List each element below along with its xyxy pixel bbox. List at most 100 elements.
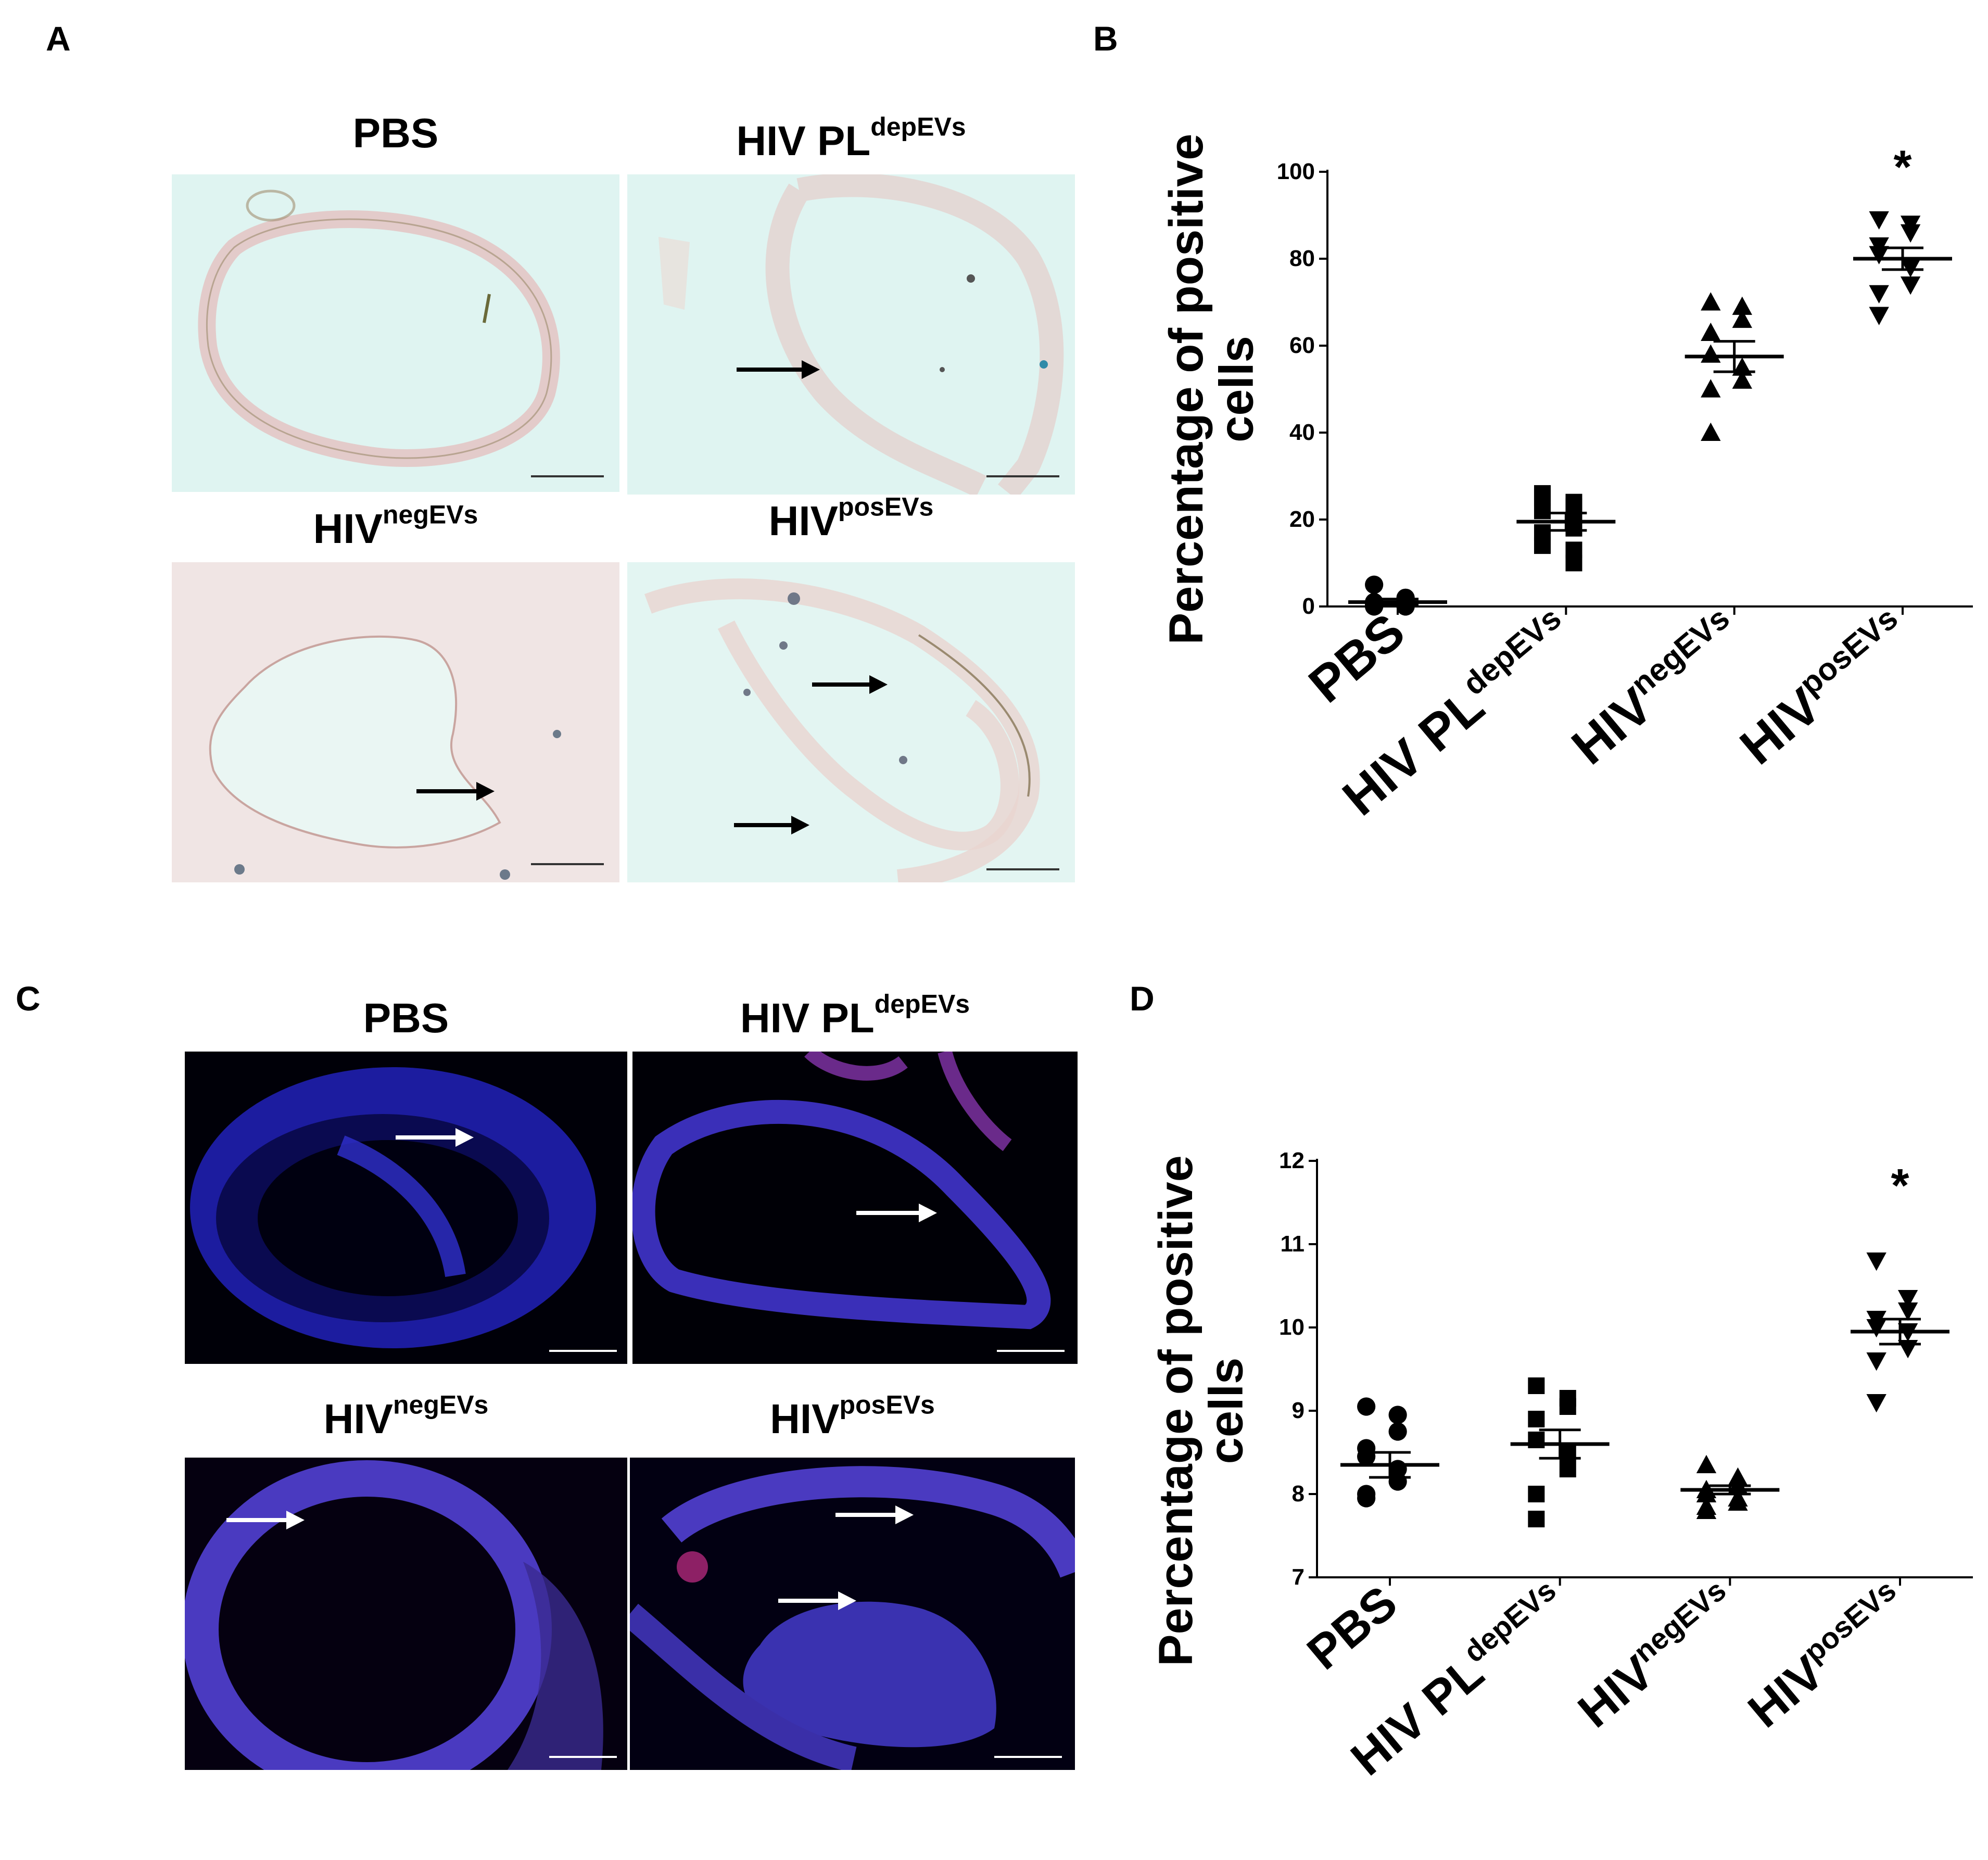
- y-tick-label: 60: [1289, 333, 1315, 358]
- x-tick-label-main: HIV PL: [1341, 1646, 1494, 1786]
- data-point: [1869, 246, 1889, 264]
- y-tick-label: 40: [1289, 420, 1315, 445]
- data-point: [1559, 1398, 1576, 1415]
- data-point: [1528, 1486, 1545, 1502]
- y-axis-label-line1: Percentage of positive: [1160, 134, 1213, 645]
- x-tick-label: HIVposEVs: [1728, 600, 1920, 776]
- data-point: [1357, 1447, 1376, 1466]
- panel-c-micrograph-pbs: [185, 1052, 627, 1364]
- panel-c-micrograph-hiv-negevs: [185, 1458, 627, 1770]
- x-tick-label-sup: negEVs: [1628, 1574, 1732, 1669]
- data-point: [1528, 1511, 1545, 1527]
- data-point: [1701, 422, 1721, 441]
- data-point: [1365, 575, 1384, 594]
- data-point: [1866, 1352, 1886, 1371]
- data-point: [1696, 1484, 1717, 1502]
- x-tick-label: HIVposEVs: [1737, 1574, 1917, 1738]
- y-axis-label: Percentage of positivecells: [1160, 134, 1263, 645]
- data-point: [1869, 285, 1889, 303]
- data-point: [1565, 554, 1582, 572]
- data-point: [1559, 1461, 1576, 1477]
- data-point: [1701, 322, 1721, 341]
- y-axis-label-line1: Percentage of positive: [1149, 1155, 1202, 1666]
- data-point: [1534, 502, 1551, 520]
- significance-annotation: *: [1891, 1160, 1909, 1212]
- data-point: [1701, 379, 1721, 398]
- panel-c-title-3: HIVnegEVs: [323, 1390, 489, 1443]
- y-tick-label: 0: [1302, 593, 1315, 619]
- panel-c-title-4: HIVposEVs: [770, 1390, 935, 1443]
- y-tick-label: 10: [1279, 1314, 1305, 1340]
- panel-a-micrograph-hiv-negevs: [172, 562, 619, 882]
- x-tick-label-main: PBS: [1297, 1576, 1407, 1680]
- y-axis-label-line2: cells: [1210, 336, 1263, 442]
- x-tick-label-sup: depEVs: [1456, 600, 1567, 702]
- y-axis-label-line2: cells: [1200, 1358, 1253, 1464]
- panel-letter-b: B: [1093, 19, 1118, 58]
- data-point: [1357, 1397, 1376, 1416]
- y-tick-label: 20: [1289, 507, 1315, 532]
- data-point: [1732, 296, 1752, 315]
- data-point: [1900, 259, 1921, 277]
- data-point: [1696, 1500, 1717, 1519]
- data-point: [1701, 292, 1721, 311]
- x-tick-label-main: PBS: [1298, 602, 1415, 714]
- data-point: [1728, 1492, 1748, 1511]
- panel-c-title-1: PBS: [363, 995, 449, 1041]
- x-tick-label-sup: depEVs: [1458, 1574, 1562, 1669]
- y-tick-label: 7: [1292, 1564, 1305, 1590]
- data-point: [1900, 224, 1921, 243]
- data-point: [1866, 1394, 1886, 1413]
- panel-c-micrograph-hiv-pl-depevs: [632, 1052, 1078, 1364]
- y-axis-label: Percentage of positivecells: [1149, 1155, 1253, 1666]
- x-tick-label-sup: negEVs: [1624, 600, 1736, 702]
- data-point: [1900, 276, 1921, 295]
- panel-a-title-2: HIV PLdepEVs: [736, 112, 966, 165]
- panel-letter-a: A: [46, 19, 71, 58]
- data-point: [1897, 1290, 1918, 1309]
- panel-c-title-2: HIV PLdepEVs: [740, 989, 970, 1042]
- data-point: [1388, 1406, 1407, 1424]
- x-tick-label: HIVnegEVs: [1566, 1574, 1747, 1738]
- y-tick-label: 8: [1292, 1481, 1305, 1507]
- y-tick-label: 100: [1277, 159, 1315, 184]
- data-point: [1388, 1472, 1407, 1491]
- y-tick-label: 80: [1289, 246, 1315, 271]
- y-tick-label: 9: [1292, 1398, 1305, 1423]
- chart-d: Percentage of positivecells 7 8 9 10 11 12 PBS H…: [1119, 1093, 1978, 1853]
- data-point: [1357, 1489, 1376, 1508]
- y-tick-label: 12: [1279, 1148, 1305, 1173]
- x-tick-label: HIVnegEVs: [1559, 600, 1752, 776]
- panel-letter-d: D: [1130, 979, 1155, 1018]
- panel-c-micrograph-hiv-posevs: [630, 1458, 1075, 1770]
- data-point: [1388, 1422, 1407, 1441]
- chart-b-plot: Percentage of positivecells 0 20 40 60 80 100 P…: [1160, 134, 1973, 826]
- data-point: [1866, 1252, 1886, 1271]
- significance-annotation: *: [1893, 142, 1911, 194]
- panel-a-micrograph-hiv-posevs: [627, 562, 1075, 882]
- x-tick-label: PBS: [1298, 602, 1415, 714]
- panel-a-title-3: HIVnegEVs: [313, 500, 478, 552]
- panel-a-title-4: HIVposEVs: [768, 492, 934, 545]
- y-tick-label: 11: [1280, 1231, 1305, 1257]
- x-tick-label-main: HIV PL: [1332, 677, 1495, 826]
- data-point: [1866, 1319, 1886, 1338]
- data-point: [1701, 344, 1721, 363]
- chart-b: Percentage of positivecells 0 20 40 60 80 100 P…: [1119, 31, 1978, 916]
- x-tick-label: PBS: [1297, 1576, 1407, 1680]
- panel-a-micrograph-pbs: [172, 174, 619, 492]
- panel-a-title-1: PBS: [352, 110, 439, 156]
- data-point: [1534, 537, 1551, 554]
- panel-a-micrograph-hiv-pl-depevs: [627, 174, 1075, 495]
- data-point: [1528, 1377, 1545, 1394]
- data-point: [1732, 370, 1752, 389]
- data-point: [1869, 211, 1889, 230]
- data-point: [1869, 307, 1889, 325]
- data-point: [1528, 1411, 1545, 1427]
- data-point: [1732, 309, 1752, 328]
- data-point: [1897, 1302, 1918, 1321]
- panel-letter-c: C: [16, 979, 41, 1018]
- x-tick-label-sup: posEVs: [1797, 1574, 1902, 1669]
- x-tick-label-sup: posEVs: [1793, 600, 1904, 702]
- data-point: [1696, 1454, 1717, 1473]
